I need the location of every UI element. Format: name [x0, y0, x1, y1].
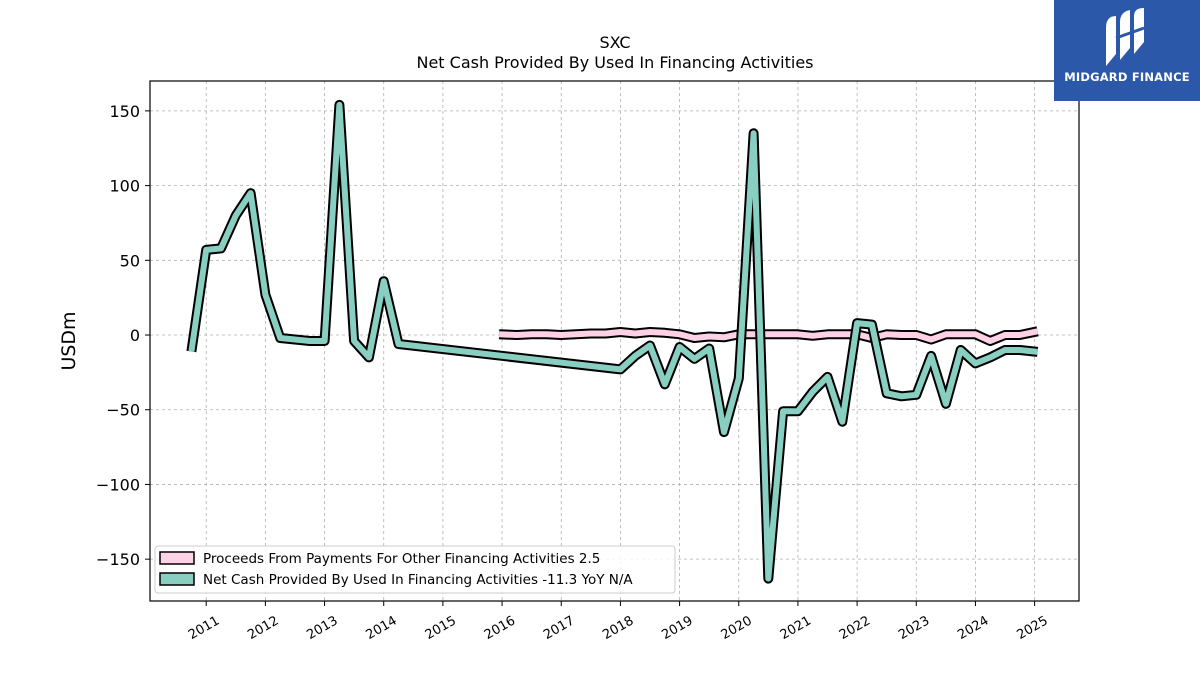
series-line-1: [188, 101, 1038, 582]
series-line-0: [498, 328, 1039, 344]
x-tick-label: 2019: [659, 613, 695, 643]
x-axis: 2011 2012 2013 2014 2015 2016 2017 2018 2019 2020…: [186, 601, 1051, 643]
y-tick-label: 100: [109, 177, 140, 196]
legend-box: [154, 545, 676, 594]
x-tick-label: 2012: [245, 613, 281, 643]
legend-swatch-other-financing: [159, 551, 195, 565]
chart-title: SXC: [599, 33, 630, 52]
y-axis: 150 100 50 0 −50 −100 −150: [96, 102, 150, 569]
y-tick-label: −100: [96, 475, 140, 494]
midgard-finance-logo: MIDGARD FINANCE: [1054, 0, 1200, 101]
x-tick-label: 2015: [423, 613, 459, 643]
legend-label-other-financing: Proceeds From Payments For Other Financi…: [203, 551, 600, 567]
y-tick-label: −50: [106, 401, 140, 420]
logo-text: MIDGARD FINANCE: [1064, 70, 1190, 84]
y-axis-label: USDm: [58, 311, 80, 370]
x-tick-label: 2011: [186, 613, 222, 643]
x-tick-label: 2020: [719, 613, 755, 643]
midgard-logo-icon: [1106, 8, 1145, 66]
series-layer: [186, 99, 1039, 584]
legend-swatch-net-cash-financing: [159, 572, 195, 586]
y-tick-label: 0: [130, 326, 140, 345]
legend-label-net-cash-financing: Net Cash Provided By Used In Financing A…: [203, 572, 633, 588]
x-tick-label: 2017: [541, 613, 577, 643]
x-tick-label: 2022: [837, 613, 873, 643]
chart-subtitle: Net Cash Provided By Used In Financing A…: [416, 53, 813, 72]
x-tick-label: 2013: [304, 613, 340, 643]
x-tick-label: 2014: [364, 613, 400, 643]
y-tick-label: 150: [109, 102, 140, 121]
x-tick-label: 2025: [1014, 613, 1050, 643]
y-tick-label: 50: [120, 251, 140, 270]
x-tick-label: 2023: [896, 613, 932, 643]
x-tick-label: 2016: [482, 613, 518, 643]
x-tick-label: 2018: [600, 613, 636, 643]
legend: Proceeds From Payments For Other Financi…: [154, 545, 676, 594]
x-tick-label: 2024: [955, 613, 991, 643]
plot-frame: [149, 80, 1080, 602]
y-tick-label: −150: [96, 550, 140, 569]
x-tick-label: 2021: [778, 613, 814, 643]
